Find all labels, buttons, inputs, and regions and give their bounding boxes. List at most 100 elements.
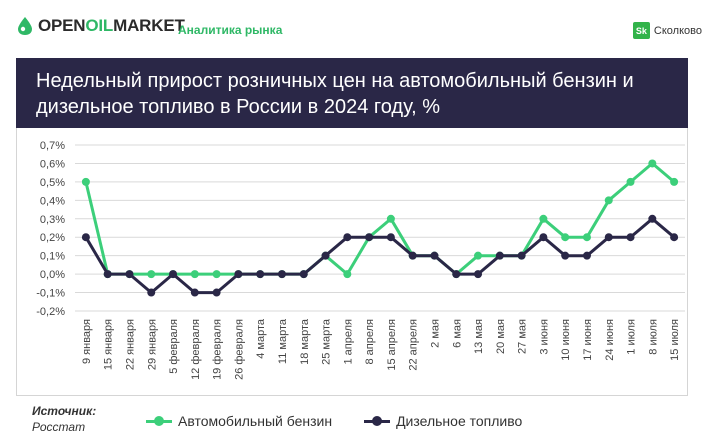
data-point-diesel [582, 251, 591, 260]
data-point-diesel [539, 233, 548, 242]
x-tick-label: 18 марта [299, 318, 311, 365]
y-tick-label: 0,1% [40, 251, 65, 263]
data-point-diesel [343, 233, 352, 242]
data-point-diesel [234, 270, 243, 279]
x-tick-label: 25 марта [321, 318, 333, 365]
tagline: Аналитика рынка [178, 23, 283, 37]
data-point-diesel [321, 251, 330, 260]
data-point-diesel [103, 270, 112, 279]
y-tick-label: -0,1% [36, 288, 65, 300]
data-point-gasoline [147, 270, 156, 279]
chart-title: Недельный прирост розничных цен на автом… [36, 70, 634, 118]
legend-swatch-gasoline [146, 415, 172, 427]
data-point-diesel [386, 233, 395, 242]
oil-drop-icon [18, 17, 32, 35]
y-tick-label: 0,2% [40, 232, 65, 244]
x-tick-label: 3 июня [538, 319, 550, 355]
source-label: Источник: [32, 404, 97, 418]
data-point-gasoline [81, 177, 90, 186]
data-point-diesel [495, 251, 504, 260]
x-tick-label: 15 апреля [386, 319, 398, 371]
data-point-diesel [670, 233, 679, 242]
data-point-diesel [517, 251, 526, 260]
x-tick-label: 26 февраля [233, 319, 245, 380]
x-tick-label: 20 мая [495, 319, 507, 354]
data-point-diesel [147, 288, 156, 297]
data-point-gasoline [648, 159, 657, 168]
x-tick-label: 11 марта [277, 318, 289, 364]
chart-legend: Автомобильный бензин Дизельное топливо [146, 413, 554, 429]
data-point-diesel [408, 251, 417, 260]
data-point-diesel [604, 233, 613, 242]
data-point-gasoline [561, 233, 570, 242]
data-point-gasoline [212, 270, 221, 279]
data-point-gasoline [343, 270, 352, 279]
x-tick-label: 19 февраля [212, 319, 224, 380]
data-point-gasoline [386, 214, 395, 223]
data-point-diesel [365, 233, 374, 242]
data-point-diesel [169, 270, 178, 279]
x-tick-label: 9 января [81, 319, 93, 364]
data-point-diesel [474, 270, 483, 279]
chart-title-band: Недельный прирост розничных цен на автом… [16, 58, 688, 128]
data-point-gasoline [474, 251, 483, 260]
data-point-gasoline [626, 177, 635, 186]
x-tick-label: 1 июля [626, 319, 638, 355]
skolkovo-icon: Sk [632, 22, 650, 39]
source-value: Росстат [32, 420, 86, 434]
x-tick-label: 12 февраля [190, 319, 202, 380]
x-tick-label: 22 апреля [408, 319, 420, 371]
y-tick-label: 0,5% [40, 177, 65, 189]
y-tick-label: 0,7% [40, 140, 65, 152]
x-tick-label: 8 апреля [364, 319, 376, 365]
y-tick-label: 0,4% [40, 195, 65, 207]
x-tick-label: 24 июня [604, 319, 616, 361]
x-tick-label: 5 февраля [168, 319, 180, 374]
x-tick-label: 27 мая [517, 319, 529, 354]
x-tick-label: 29 января [146, 319, 158, 370]
data-point-diesel [256, 270, 265, 279]
data-point-diesel [277, 270, 286, 279]
x-tick-label: 15 января [103, 319, 115, 370]
legend-label-diesel: Дизельное топливо [396, 413, 523, 429]
source-note: Источник: Росстат [32, 403, 96, 435]
partner-name: Сколково [653, 24, 702, 37]
chart-frame [16, 128, 688, 396]
data-point-diesel [561, 251, 570, 260]
legend-item-diesel[interactable]: Дизельное топливо [364, 413, 522, 429]
x-tick-label: 1 апреля [342, 319, 354, 365]
y-tick-label: 0,6% [40, 158, 65, 170]
data-point-diesel [125, 270, 134, 279]
legend-item-gasoline[interactable]: Автомобильный бензин [146, 413, 332, 429]
data-point-diesel [452, 270, 461, 279]
header: OPENOILMARKET Аналитика рынка Sk Сколков… [0, 0, 720, 58]
legend-label-gasoline: Автомобильный бензин [178, 413, 333, 429]
x-tick-label: 6 мая [451, 319, 463, 348]
data-point-gasoline [670, 177, 679, 186]
data-point-gasoline [604, 196, 613, 205]
y-tick-label: 0,3% [40, 214, 65, 226]
series-line-diesel [84, 217, 676, 295]
data-point-diesel [626, 233, 635, 242]
data-point-diesel [648, 214, 657, 223]
data-point-gasoline [539, 214, 548, 223]
data-point-diesel [430, 251, 439, 260]
x-tick-label: 2 мая [429, 319, 441, 348]
data-point-gasoline [190, 270, 199, 279]
legend-swatch-diesel [364, 415, 391, 427]
data-point-diesel [190, 288, 199, 297]
brand-logo[interactable]: OPENOILMARKET [16, 16, 185, 36]
data-point-diesel [81, 233, 90, 242]
y-tick-label: -0,2% [36, 306, 65, 318]
x-tick-label: 10 июня [560, 319, 572, 361]
data-point-diesel [212, 288, 221, 297]
x-tick-label: 4 марта [255, 318, 267, 359]
x-tick-label: 17 июня [582, 319, 594, 361]
brand-name: OPENOILMARKET [38, 16, 185, 35]
data-point-gasoline [582, 233, 591, 242]
x-tick-label: 22 января [124, 319, 136, 370]
series-line-gasoline [84, 161, 676, 276]
y-tick-label: 0,0% [40, 269, 65, 281]
partner-logo: Sk Сколково [632, 22, 702, 39]
